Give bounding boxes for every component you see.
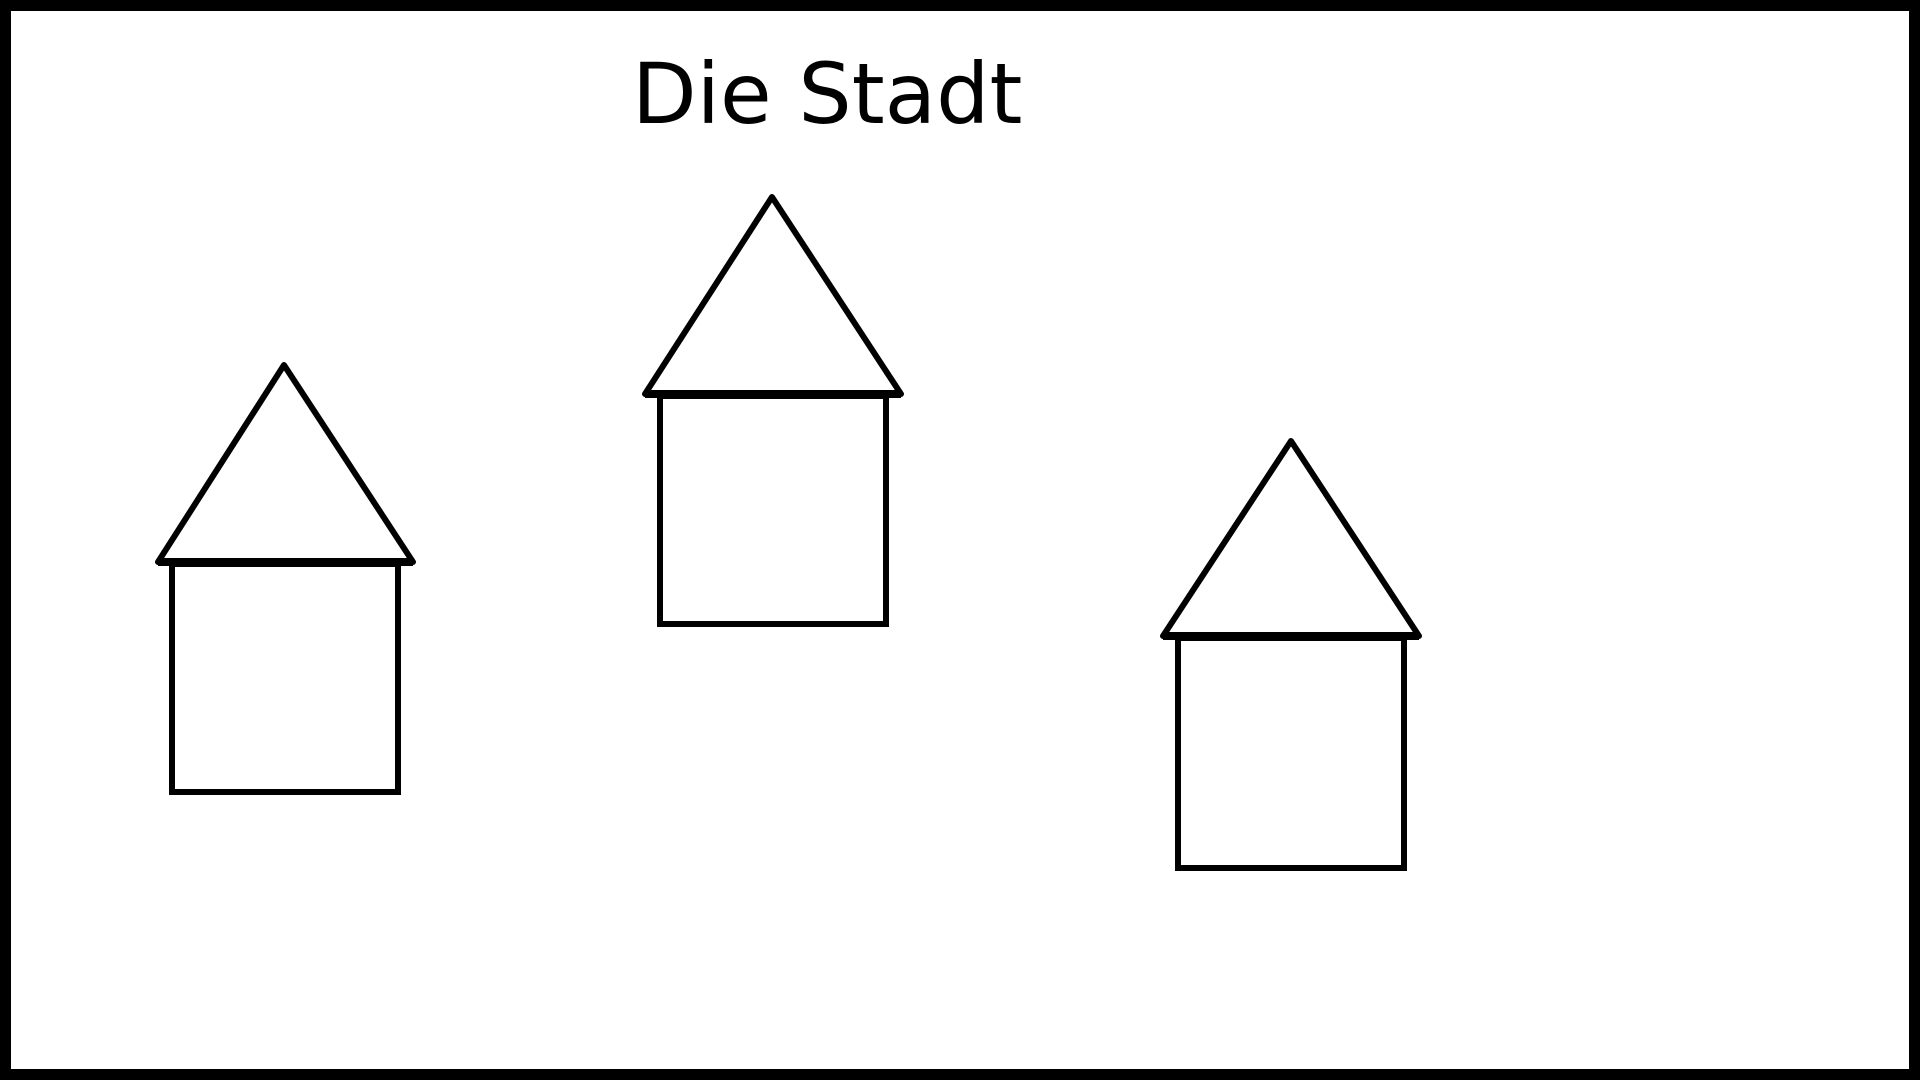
house-left-body bbox=[169, 561, 401, 795]
house-right-body bbox=[1175, 635, 1407, 871]
house-left bbox=[155, 362, 416, 795]
house-right-roof bbox=[1160, 438, 1422, 639]
house-right bbox=[1160, 438, 1422, 871]
house-center-roof bbox=[642, 194, 904, 397]
house-center bbox=[642, 194, 904, 627]
house-left-roof bbox=[155, 362, 416, 565]
house-center-body bbox=[657, 393, 889, 627]
page-title: Die Stadt bbox=[632, 45, 1023, 143]
